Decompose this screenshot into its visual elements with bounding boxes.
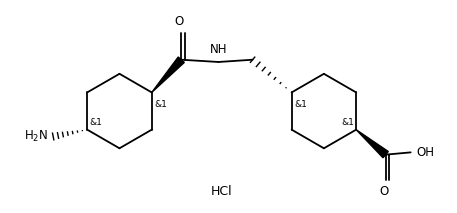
Text: O: O xyxy=(379,185,388,198)
Text: OH: OH xyxy=(416,146,434,159)
Text: NH: NH xyxy=(210,43,227,56)
Polygon shape xyxy=(356,130,388,158)
Text: O: O xyxy=(175,15,184,28)
Text: &1: &1 xyxy=(294,100,307,109)
Text: H$_2$N: H$_2$N xyxy=(24,129,48,144)
Text: &1: &1 xyxy=(341,118,354,127)
Text: &1: &1 xyxy=(90,118,102,127)
Polygon shape xyxy=(152,57,184,92)
Text: HCl: HCl xyxy=(211,185,233,198)
Text: &1: &1 xyxy=(154,100,167,109)
